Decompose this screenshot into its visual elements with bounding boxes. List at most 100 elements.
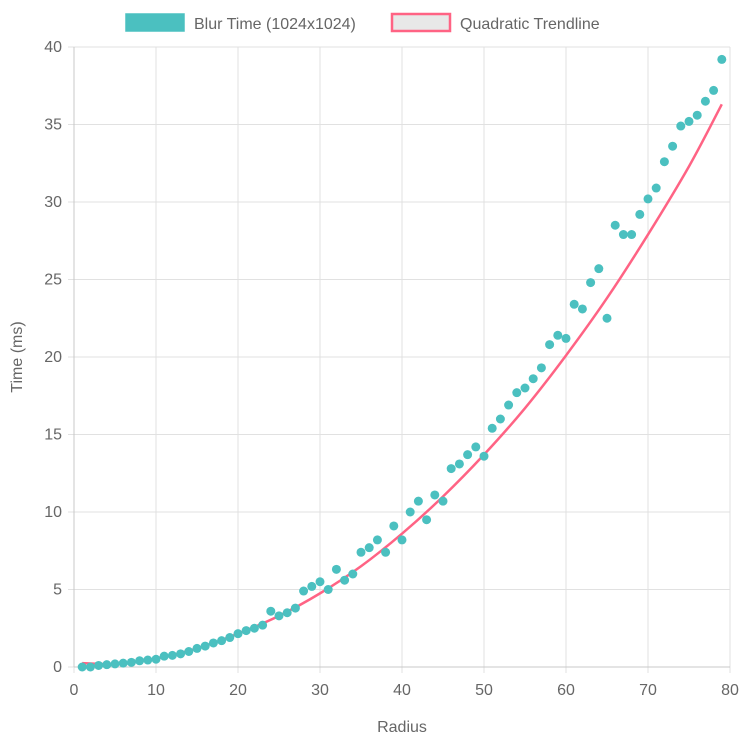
y-tick-label: 35 — [44, 117, 62, 134]
data-point[interactable] — [397, 535, 407, 545]
data-point[interactable] — [454, 459, 464, 469]
data-point[interactable] — [282, 608, 292, 618]
data-point[interactable] — [258, 620, 268, 630]
x-tick-label: 10 — [147, 682, 165, 699]
data-point[interactable] — [217, 636, 227, 646]
data-point[interactable] — [610, 220, 620, 230]
data-point[interactable] — [495, 414, 505, 424]
data-point[interactable] — [487, 423, 497, 433]
y-tick-label: 40 — [44, 39, 62, 56]
data-point[interactable] — [151, 654, 161, 664]
data-point[interactable] — [135, 656, 145, 666]
data-point[interactable] — [274, 611, 284, 621]
data-point[interactable] — [545, 340, 555, 350]
data-point[interactable] — [512, 388, 522, 398]
data-point[interactable] — [364, 543, 374, 553]
data-point[interactable] — [438, 496, 448, 506]
data-point[interactable] — [307, 581, 317, 591]
data-point[interactable] — [528, 374, 538, 384]
data-point[interactable] — [635, 209, 645, 219]
data-point[interactable] — [692, 110, 702, 120]
data-point[interactable] — [389, 521, 399, 531]
data-point[interactable] — [233, 629, 243, 639]
data-point[interactable] — [372, 535, 382, 545]
data-point[interactable] — [356, 547, 366, 557]
data-point[interactable] — [315, 577, 325, 587]
data-point[interactable] — [225, 633, 235, 643]
data-point[interactable] — [110, 659, 120, 669]
data-point[interactable] — [118, 658, 128, 668]
data-point[interactable] — [717, 54, 727, 64]
data-point[interactable] — [348, 569, 358, 579]
data-point[interactable] — [618, 230, 628, 240]
data-point[interactable] — [627, 230, 637, 240]
data-point[interactable] — [340, 575, 350, 585]
data-point[interactable] — [569, 299, 579, 309]
data-point[interactable] — [651, 183, 661, 193]
data-point[interactable] — [77, 662, 87, 672]
data-point[interactable] — [446, 464, 456, 474]
data-point[interactable] — [159, 651, 169, 661]
chart-legend: Blur Time (1024x1024) Quadratic Trendlin… — [125, 12, 600, 33]
data-point[interactable] — [676, 121, 686, 131]
data-point[interactable] — [520, 383, 530, 393]
data-point[interactable] — [422, 515, 432, 525]
data-point[interactable] — [709, 85, 719, 95]
data-point[interactable] — [471, 442, 481, 452]
data-point[interactable] — [594, 264, 604, 274]
data-point[interactable] — [700, 96, 710, 106]
x-tick-label: 0 — [70, 682, 79, 699]
x-tick-label: 50 — [475, 682, 493, 699]
data-point[interactable] — [85, 662, 95, 672]
data-point[interactable] — [290, 603, 300, 613]
chart-grid — [68, 46, 731, 673]
data-point[interactable] — [102, 660, 112, 670]
data-point[interactable] — [184, 647, 194, 656]
x-tick-label: 20 — [229, 682, 247, 699]
legend-item-blur-time[interactable]: Blur Time (1024x1024) — [125, 13, 356, 33]
data-point[interactable] — [405, 507, 415, 517]
data-point[interactable] — [586, 278, 596, 288]
data-point[interactable] — [577, 304, 587, 314]
legend-label-quadratic-trendline: Quadratic Trendline — [460, 16, 600, 33]
x-axis-title: Radius — [377, 719, 427, 736]
data-point[interactable] — [381, 547, 391, 557]
y-tick-label: 10 — [44, 504, 62, 521]
data-point[interactable] — [659, 157, 669, 167]
data-point[interactable] — [167, 650, 177, 660]
data-point[interactable] — [684, 116, 694, 126]
data-point[interactable] — [241, 626, 251, 636]
y-tick-label: 25 — [44, 272, 62, 289]
data-point[interactable] — [323, 585, 333, 594]
data-point[interactable] — [602, 313, 612, 323]
x-tick-label: 30 — [311, 682, 329, 699]
y-tick-label: 30 — [44, 194, 62, 211]
data-point[interactable] — [266, 606, 276, 616]
data-point[interactable] — [200, 641, 210, 651]
data-point[interactable] — [299, 586, 309, 596]
data-point[interactable] — [553, 330, 563, 340]
data-point[interactable] — [536, 363, 546, 373]
chart-axes — [73, 47, 730, 668]
data-point[interactable] — [504, 400, 514, 410]
data-point[interactable] — [176, 649, 186, 659]
data-point[interactable] — [463, 450, 473, 460]
data-point[interactable] — [249, 623, 259, 633]
data-point[interactable] — [331, 564, 341, 574]
data-point[interactable] — [430, 490, 440, 500]
data-point[interactable] — [643, 194, 653, 204]
data-point[interactable] — [208, 638, 218, 648]
y-axis-title: Time (ms) — [9, 321, 26, 392]
data-point[interactable] — [192, 643, 202, 653]
legend-item-quadratic-trendline[interactable]: Quadratic Trendline — [390, 12, 600, 33]
data-point[interactable] — [126, 657, 136, 667]
scatter-series — [77, 54, 727, 672]
data-point[interactable] — [94, 660, 104, 670]
data-point[interactable] — [143, 655, 153, 665]
data-point[interactable] — [668, 141, 678, 151]
data-point[interactable] — [413, 496, 423, 506]
data-point[interactable] — [561, 333, 571, 343]
x-tick-label: 70 — [639, 682, 657, 699]
data-point[interactable] — [479, 451, 489, 461]
